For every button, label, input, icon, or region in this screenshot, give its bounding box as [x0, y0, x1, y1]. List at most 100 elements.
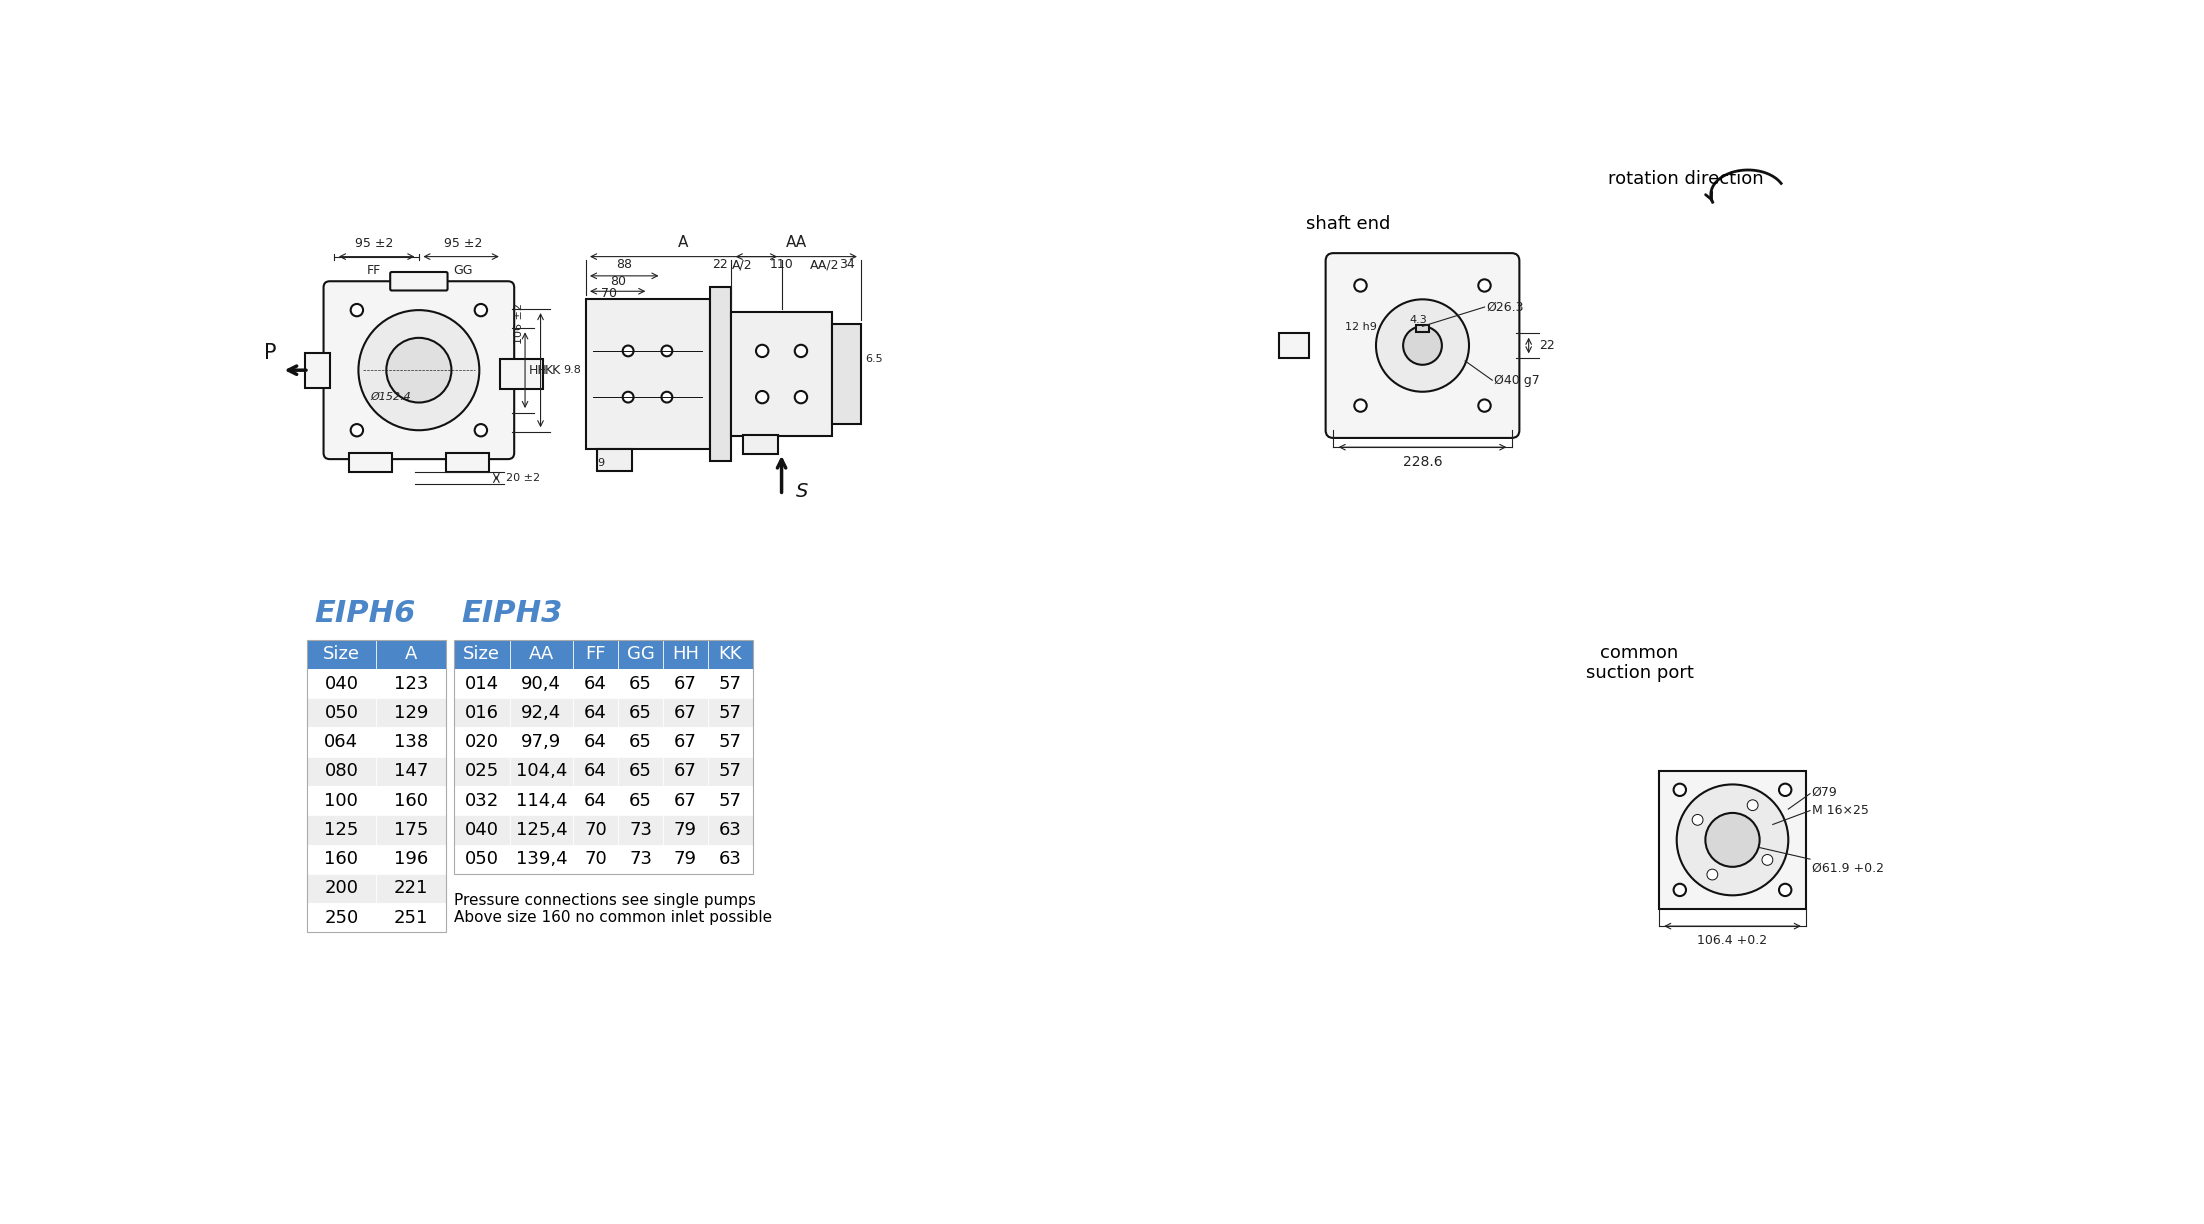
Bar: [617, 670, 663, 698]
Bar: [306, 786, 377, 815]
Bar: [377, 698, 445, 727]
Circle shape: [796, 345, 807, 357]
Text: 70: 70: [584, 851, 606, 868]
Bar: [306, 815, 377, 845]
Text: 65: 65: [628, 674, 652, 693]
Bar: [1660, 771, 1805, 909]
Bar: [831, 324, 862, 424]
Circle shape: [1677, 785, 1787, 895]
Text: Pressure connections see single pumps: Pressure connections see single pumps: [454, 894, 756, 908]
Bar: [573, 786, 617, 815]
Text: 73: 73: [628, 851, 652, 868]
Bar: [348, 453, 392, 472]
Text: 196: 196: [395, 851, 428, 868]
Text: Above size 160 no common inlet possible: Above size 160 no common inlet possible: [454, 909, 771, 925]
Bar: [454, 727, 509, 756]
Circle shape: [1779, 884, 1792, 896]
Text: 125: 125: [324, 821, 359, 838]
Text: 57: 57: [719, 704, 743, 722]
Text: 64: 64: [584, 704, 606, 722]
Bar: [454, 640, 509, 670]
Text: 080: 080: [324, 763, 359, 781]
Text: 250: 250: [324, 908, 359, 927]
Circle shape: [1479, 399, 1490, 411]
Text: 34: 34: [840, 258, 855, 272]
Text: 67: 67: [674, 704, 696, 722]
Text: 57: 57: [719, 763, 743, 781]
Text: 64: 64: [584, 674, 606, 693]
Bar: [597, 449, 633, 471]
Text: 139,4: 139,4: [516, 851, 566, 868]
Text: EIPH6: EIPH6: [315, 599, 417, 628]
Text: 050: 050: [465, 851, 498, 868]
Bar: [306, 640, 445, 933]
Bar: [573, 727, 617, 756]
Bar: [663, 698, 707, 727]
Circle shape: [1673, 884, 1686, 896]
Bar: [1278, 333, 1309, 357]
Bar: [306, 670, 377, 698]
Bar: [663, 756, 707, 786]
Bar: [377, 670, 445, 698]
Text: 104,4: 104,4: [516, 763, 566, 781]
Bar: [707, 698, 754, 727]
Bar: [454, 845, 509, 874]
Bar: [617, 698, 663, 727]
Circle shape: [661, 345, 672, 356]
Text: AA: AA: [529, 645, 553, 663]
Bar: [707, 815, 754, 845]
Text: 106 ±2: 106 ±2: [514, 304, 525, 344]
Text: 67: 67: [674, 674, 696, 693]
Bar: [617, 815, 663, 845]
Text: 88: 88: [617, 258, 633, 272]
FancyBboxPatch shape: [390, 272, 447, 290]
Text: 70: 70: [584, 821, 606, 838]
Circle shape: [350, 424, 364, 437]
Text: 106.4 +0.2: 106.4 +0.2: [1697, 934, 1768, 947]
Bar: [732, 312, 831, 436]
Text: S: S: [796, 482, 809, 501]
Bar: [663, 727, 707, 756]
Circle shape: [1375, 300, 1470, 392]
Bar: [573, 640, 617, 670]
Bar: [663, 670, 707, 698]
Text: FF: FF: [368, 264, 381, 278]
Text: 100: 100: [324, 792, 359, 809]
Bar: [663, 815, 707, 845]
Bar: [454, 670, 509, 698]
Bar: [573, 756, 617, 786]
Bar: [377, 903, 445, 933]
Text: 032: 032: [465, 792, 498, 809]
Circle shape: [1693, 814, 1704, 825]
Bar: [377, 874, 445, 903]
Text: 114,4: 114,4: [516, 792, 566, 809]
Text: 95 ±2: 95 ±2: [445, 237, 483, 251]
Text: 92,4: 92,4: [520, 704, 562, 722]
Text: 73: 73: [628, 821, 652, 838]
Text: Ø79: Ø79: [1812, 786, 1838, 798]
Bar: [573, 670, 617, 698]
Bar: [509, 786, 573, 815]
Bar: [573, 815, 617, 845]
Text: common
suction port: common suction port: [1585, 644, 1693, 682]
Text: 251: 251: [395, 908, 428, 927]
Bar: [377, 786, 445, 815]
Text: Ø40 g7: Ø40 g7: [1494, 373, 1541, 387]
Text: 64: 64: [584, 733, 606, 752]
Bar: [509, 815, 573, 845]
Circle shape: [1353, 399, 1366, 411]
Text: 67: 67: [674, 792, 696, 809]
Circle shape: [359, 310, 478, 431]
Bar: [617, 727, 663, 756]
Bar: [509, 756, 573, 786]
Text: Ø152.4: Ø152.4: [370, 392, 412, 403]
Bar: [617, 756, 663, 786]
Text: FF: FF: [586, 645, 606, 663]
Circle shape: [474, 424, 487, 437]
Bar: [377, 756, 445, 786]
Bar: [500, 360, 542, 389]
Text: 97,9: 97,9: [520, 733, 562, 752]
Text: 22: 22: [712, 258, 727, 272]
Bar: [707, 786, 754, 815]
Text: 67: 67: [674, 733, 696, 752]
